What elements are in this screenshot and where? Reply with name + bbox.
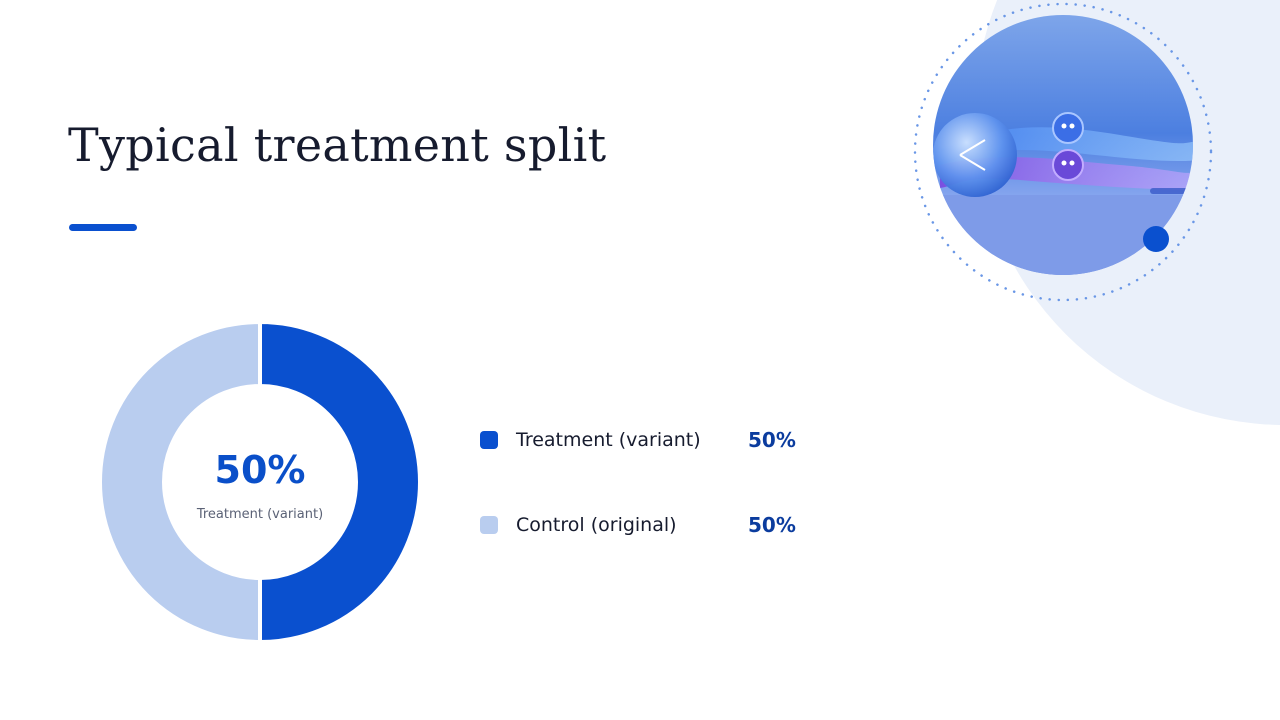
- legend-label-treatment: Treatment (variant): [516, 429, 701, 451]
- legend-swatch-treatment: [480, 431, 498, 449]
- donut-hole: [164, 386, 356, 578]
- page-title: Typical treatment split: [68, 118, 607, 172]
- donut-center-value: 50%: [214, 448, 306, 492]
- accent-dot: [1143, 226, 1169, 252]
- donut-center-label: Treatment (variant): [196, 507, 324, 522]
- legend-value-control: 50%: [748, 513, 796, 537]
- legend-item-treatment: Treatment (variant) 50%: [480, 428, 796, 452]
- dotted-ring: [913, 2, 1213, 302]
- legend-value-treatment: 50%: [748, 428, 796, 452]
- legend-swatch-control: [480, 516, 498, 534]
- legend-item-control: Control (original) 50%: [480, 513, 796, 537]
- legend-label-control: Control (original): [516, 514, 677, 536]
- title-accent-bar: [69, 224, 137, 231]
